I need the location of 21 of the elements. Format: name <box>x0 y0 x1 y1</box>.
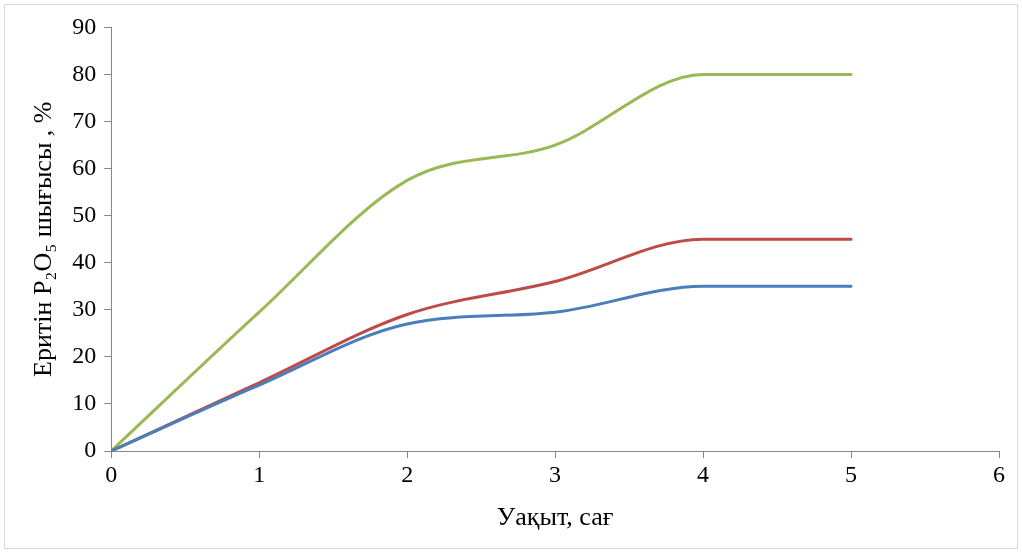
x-tick-label: 0 <box>105 460 118 487</box>
y-tick-label: 70 <box>72 106 97 133</box>
x-tick-label: 2 <box>401 460 414 487</box>
y-tick-label: 90 <box>72 12 97 39</box>
x-axis-title: Уақыт, сағ <box>496 502 614 532</box>
x-tick-label: 3 <box>549 460 562 487</box>
y-axis-title: Еритін P₂O₅ шығысы , % <box>28 101 58 377</box>
y-tick-label: 10 <box>72 389 97 416</box>
y-tick-label: 40 <box>72 248 97 275</box>
x-tick-label: 6 <box>993 460 1005 487</box>
x-tick-label: 1 <box>253 460 266 487</box>
line-series <box>111 284 853 451</box>
y-tick-label: 30 <box>72 295 97 322</box>
line-series <box>111 72 853 451</box>
y-tick-label: 80 <box>72 59 97 86</box>
x-tick-label: 4 <box>697 460 710 487</box>
x-tick-label: 5 <box>845 460 858 487</box>
y-tick-label: 50 <box>72 200 97 227</box>
y-tick-label: 20 <box>72 342 97 369</box>
y-tick-label: 60 <box>72 153 97 180</box>
y-tick-label: 0 <box>84 436 97 463</box>
